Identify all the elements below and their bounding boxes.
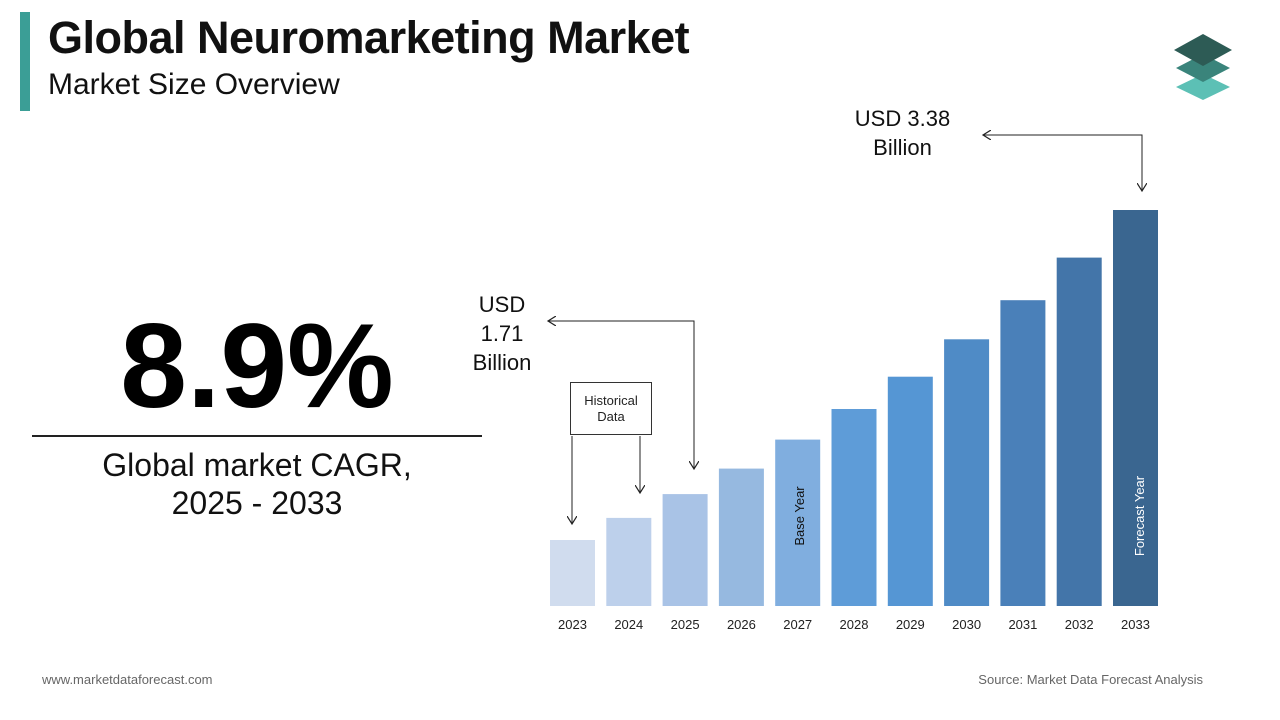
chart-x-tick-labels: 2023 2024 2025 2026 2027 2028 2029 2030 2031 2032… bbox=[558, 617, 1150, 632]
bar-2028 bbox=[831, 409, 877, 606]
logo-layer-middle bbox=[1176, 54, 1230, 82]
footer-website: www.marketdataforecast.com bbox=[42, 672, 213, 687]
usd-2033-line2: Billion bbox=[873, 135, 932, 160]
usd-2025-callout: USD 1.71 Billion bbox=[462, 290, 542, 377]
x-tick-label-2028: 2028 bbox=[840, 617, 869, 632]
bar-2033 bbox=[1113, 210, 1158, 606]
cagr-value: 8.9% bbox=[120, 299, 394, 433]
usd-2033-line1: USD 3.38 bbox=[854, 106, 951, 131]
bar-2032 bbox=[1056, 257, 1102, 606]
x-tick-label-2023: 2023 bbox=[558, 617, 587, 632]
usd-2033-callout: USD 3.38 Billion bbox=[840, 104, 965, 162]
forecast-year-label: Forecast Year bbox=[1132, 475, 1147, 556]
bar-2025 bbox=[662, 494, 708, 606]
bar-2026 bbox=[718, 468, 764, 606]
logo-layer-top bbox=[1174, 34, 1232, 66]
x-tick-label-2026: 2026 bbox=[727, 617, 756, 632]
x-tick-label-2025: 2025 bbox=[671, 617, 700, 632]
bar-2030 bbox=[944, 339, 990, 606]
base-year-label: Base Year bbox=[792, 486, 807, 546]
usd-2025-line3: Billion bbox=[472, 350, 532, 375]
x-tick-label-2032: 2032 bbox=[1065, 617, 1094, 632]
usd-2025-line1: USD bbox=[478, 292, 526, 317]
x-tick-label-2024: 2024 bbox=[614, 617, 643, 632]
x-tick-label-2030: 2030 bbox=[952, 617, 981, 632]
bar-2029 bbox=[887, 376, 933, 606]
x-tick-label-2029: 2029 bbox=[896, 617, 925, 632]
bar-2027 bbox=[775, 439, 821, 606]
cagr-label-line1: Global market CAGR, bbox=[102, 447, 412, 483]
footer-source: Source: Market Data Forecast Analysis bbox=[978, 672, 1203, 687]
usd-2025-line2: 1.71 bbox=[480, 321, 524, 346]
x-tick-label-2027: 2027 bbox=[783, 617, 812, 632]
x-tick-label-2031: 2031 bbox=[1008, 617, 1037, 632]
bar-2023 bbox=[550, 540, 595, 606]
chart-bars bbox=[550, 210, 1158, 606]
page-subtitle: Market Size Overview bbox=[48, 68, 340, 101]
layers-logo-icon bbox=[1174, 34, 1232, 100]
x-tick-label-2033: 2033 bbox=[1121, 617, 1150, 632]
historical-data-label: Historical Data bbox=[584, 392, 638, 424]
cagr-label-line2: 2025 - 2033 bbox=[171, 485, 343, 521]
bar-2031 bbox=[1000, 300, 1046, 606]
logo-layer-bottom bbox=[1176, 74, 1230, 100]
cagr-label: Global market CAGR, 2025 - 2033 bbox=[32, 446, 482, 522]
page-title: Global Neuromarketing Market bbox=[48, 12, 690, 63]
cagr-divider bbox=[32, 435, 482, 437]
title-accent-bar bbox=[20, 12, 30, 111]
historical-data-box: Historical Data bbox=[570, 382, 652, 435]
usd-2033-arrow-down bbox=[983, 134, 1142, 191]
bar-2024 bbox=[606, 517, 652, 606]
